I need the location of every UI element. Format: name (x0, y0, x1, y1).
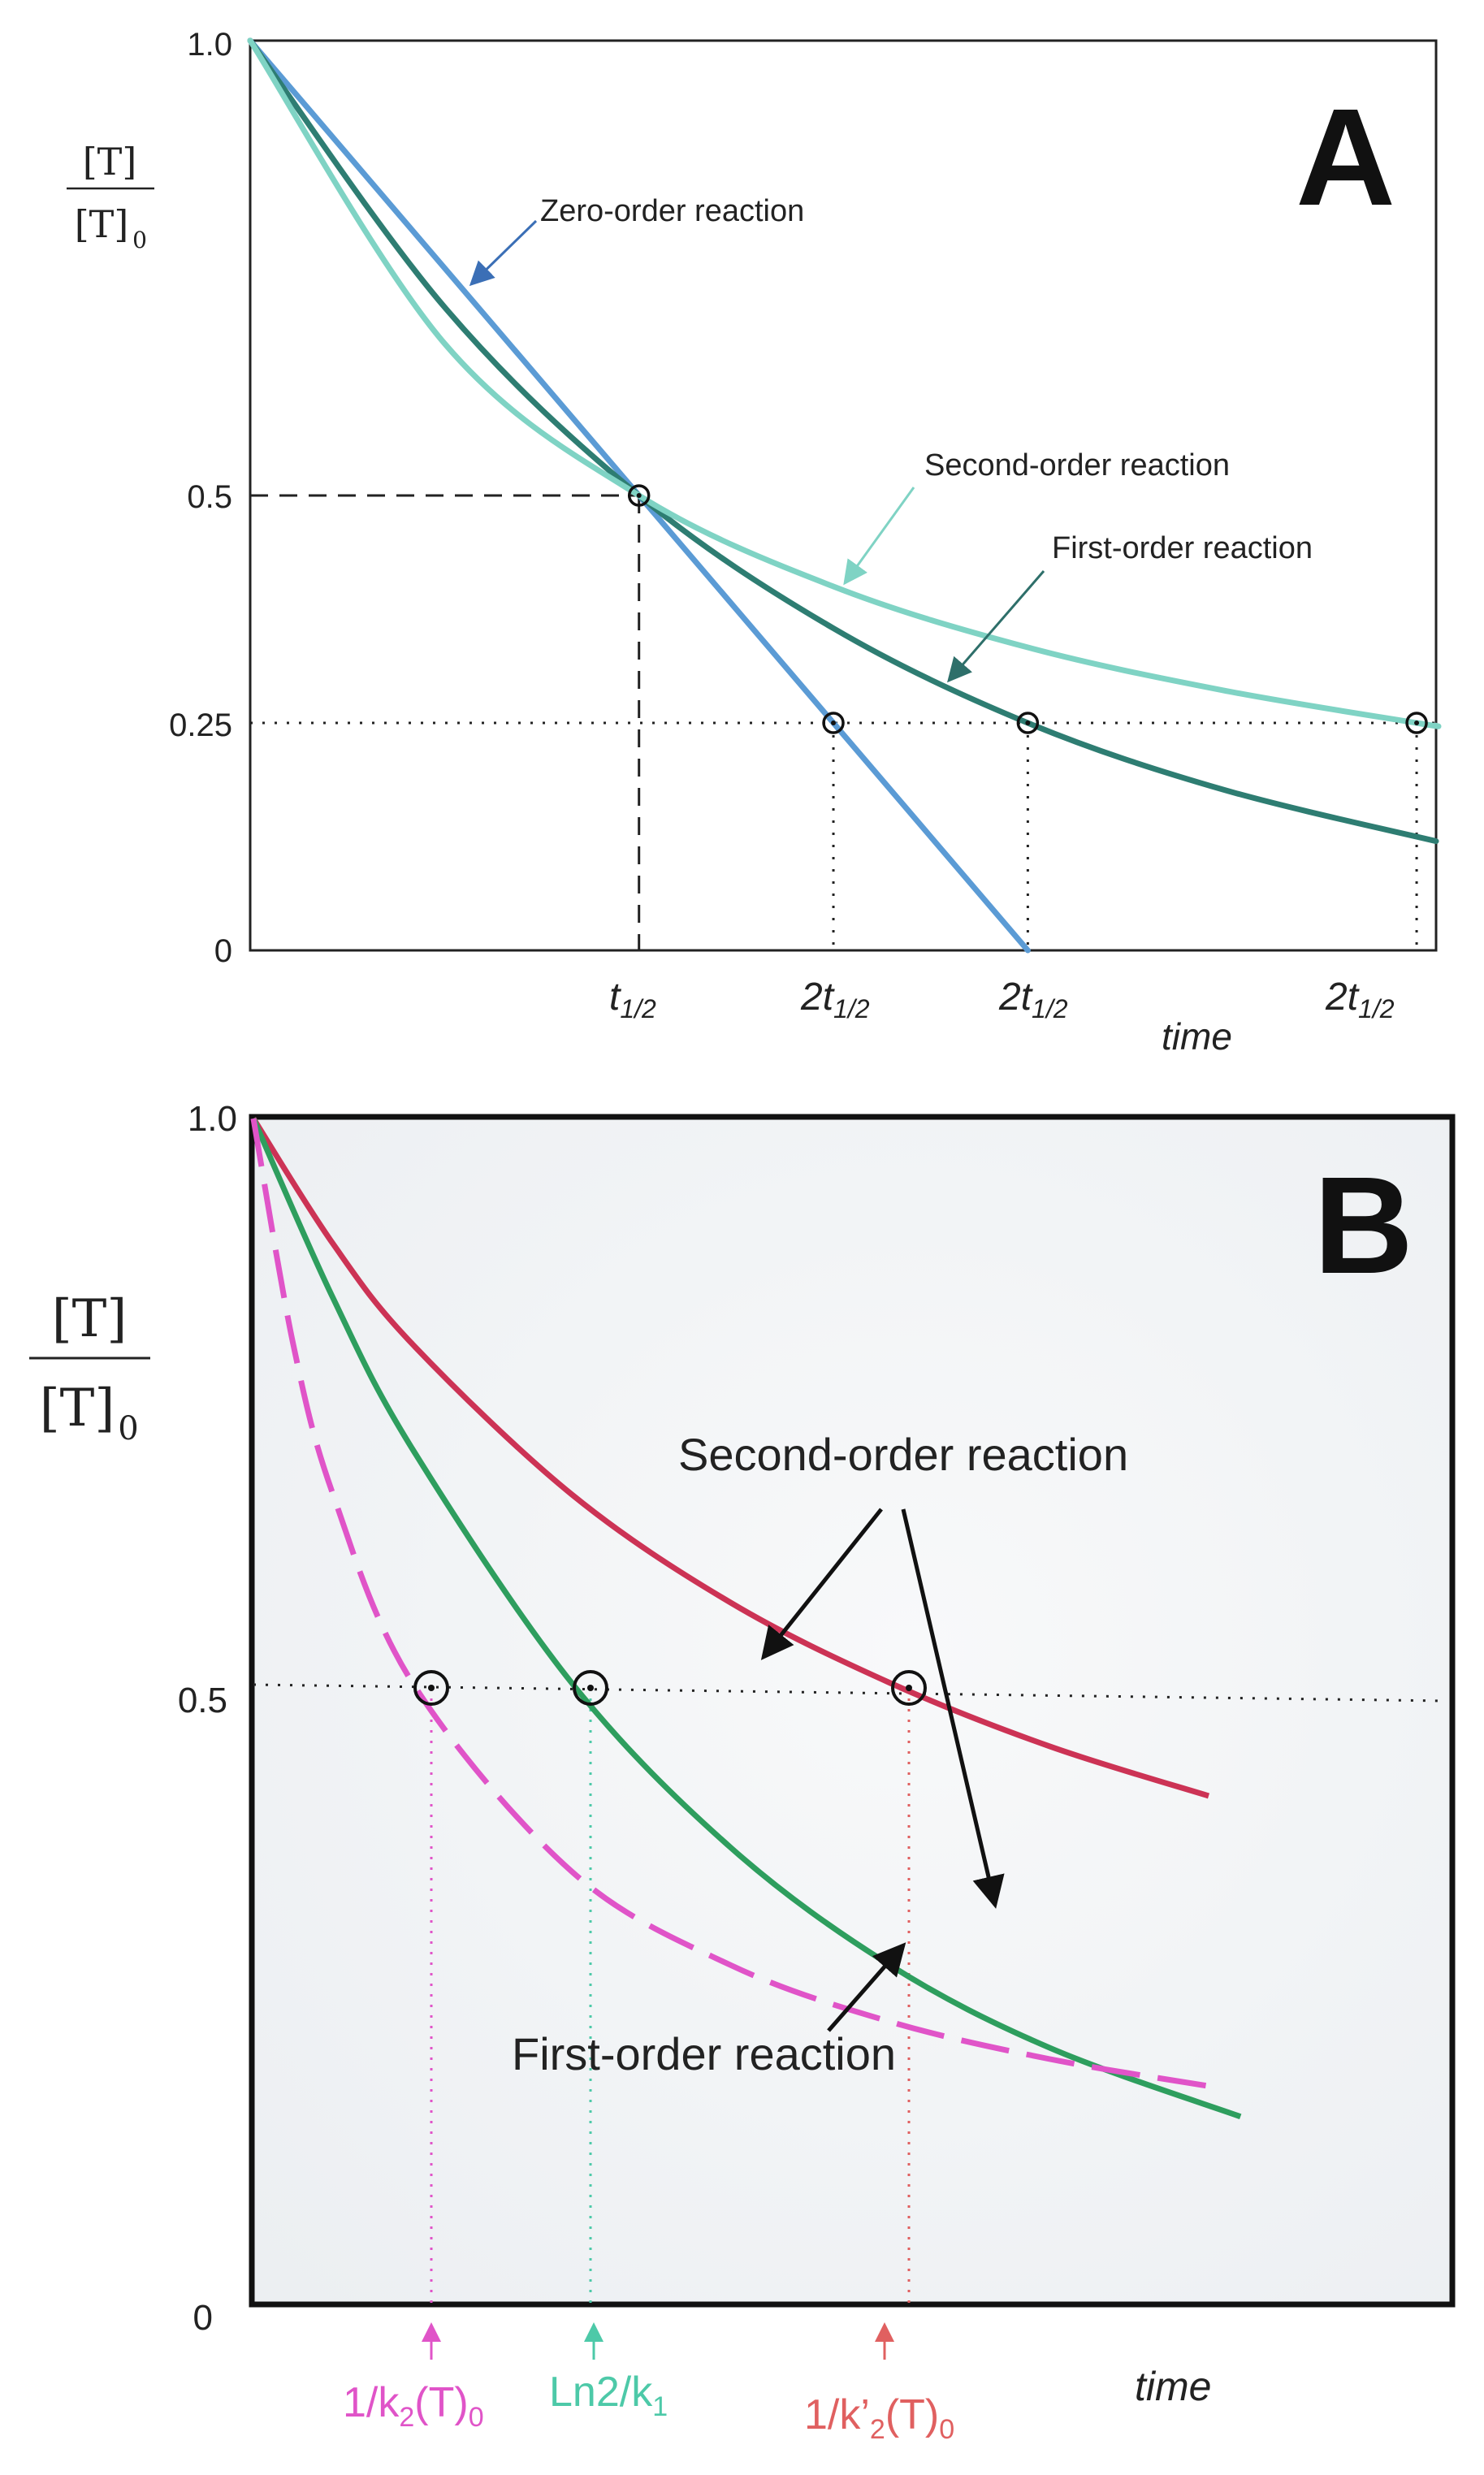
panel-b-marked-points (413, 1670, 927, 1706)
panel-a-marked-point (627, 484, 651, 507)
panel-b-xtick-label: Ln2/k1 (549, 2369, 668, 2422)
panel-a-ylabel-numerator: [T] (83, 140, 137, 184)
panel-a-marked-point-dot (831, 720, 837, 725)
panel-b-annotation-second-order: Second-order reaction (678, 1429, 1128, 1480)
panel-a-plot-frame (249, 39, 1438, 952)
panel-a-xlabel: time (1162, 1015, 1232, 1058)
panel-b-ylabel-numerator: [T] (52, 1289, 128, 1349)
panel-b-series-line (250, 1118, 1209, 2089)
panel-b-series-line (250, 1117, 1242, 2120)
panel-b-xtick-label: 1/k’2(T)0 (804, 2391, 954, 2445)
panel-b-marked-point-dot (587, 1685, 594, 1691)
panel-b-marked-point-dot (906, 1685, 912, 1691)
panel-b-xtick-label: 1/k2(T)0 (343, 2379, 484, 2433)
panel-a-annotation-zero-order: Zero-order reaction (540, 194, 804, 228)
panel-b-arrow-second-order-dashed (901, 1508, 1005, 1909)
panel-b-plot-frame (249, 1114, 1456, 2308)
panel-b-xlabel: time (1135, 2364, 1211, 2409)
panel-a-marked-point (822, 712, 845, 734)
panel-a-series-line (247, 37, 1439, 845)
panel-b-ytick-label: 1.0 (188, 1099, 237, 1139)
panel-a-xtick-label: 2t1/2 (800, 976, 870, 1023)
panel-a-marked-point-dot (1025, 720, 1031, 725)
panel-b-ylabel-denominator: [T] (40, 1378, 115, 1439)
panel-a-marked-points (627, 484, 1428, 734)
panel-b-arrow-first-order (827, 1942, 906, 2032)
panel-a-letter: A (1296, 80, 1395, 235)
panel-a-xtick-label: 2t1/2 (998, 976, 1068, 1023)
panel-a-series-line (247, 37, 1442, 729)
panel-b-ylabel-denominator-sub: 0 (118, 1410, 138, 1447)
panel-a-arrow-zero-order (469, 219, 538, 287)
panel-a-annotation-second-order: Second-order reaction (924, 448, 1230, 482)
panel-a-ylabel-denominator-sub: 0 (132, 227, 147, 253)
panel-b-marked-point (573, 1670, 608, 1706)
panel-a-ytick-label: 0 (214, 933, 232, 969)
panel-a-arrow-first-order (947, 570, 1045, 683)
panel-a-ytick-label: 0.25 (169, 707, 232, 743)
panel-a-ytick-label: 0.5 (187, 479, 232, 515)
panel-b-ytick-label: 0.5 (178, 1681, 227, 1720)
panel-a-marked-point (1405, 712, 1428, 734)
panel-a-marked-point-dot (1414, 720, 1420, 725)
panel-a-ylabel-denominator: [T] (75, 202, 129, 246)
panel-a: 1.0 0.5 0.25 0 [T] [T] 0 A t1/2 2t1/2 2t… (67, 27, 1442, 1058)
panel-b-marked-point (891, 1670, 927, 1706)
panel-b: 1.0 0.5 0 [T] [T] 0 B Second-order react… (29, 1099, 1456, 2445)
panel-b-series-line (251, 1117, 1210, 1799)
panel-a-annotation-first-order: First-order reaction (1052, 531, 1313, 565)
panel-a-xtick-label: 2t1/2 (1325, 976, 1395, 1023)
panel-a-arrow-second-order (843, 487, 915, 586)
panel-b-arrow-second-order-red (760, 1508, 883, 1660)
panel-b-marked-point (413, 1670, 449, 1706)
panel-a-marked-point-dot (636, 493, 642, 498)
panel-b-series (250, 1117, 1242, 2120)
panel-b-marked-point-dot (428, 1685, 435, 1691)
panel-b-letter: B (1313, 1149, 1413, 1303)
panel-b-ytick-label: 0 (193, 2298, 213, 2338)
panel-b-reference-lines (253, 1683, 1447, 2304)
panel-a-ytick-label: 1.0 (187, 27, 232, 63)
panel-a-reference-lines (250, 494, 1436, 950)
panel-a-xtick-label: t1/2 (609, 976, 656, 1023)
panel-b-annotation-first-order: First-order reaction (512, 2028, 896, 2079)
panel-a-marked-point (1016, 712, 1040, 734)
